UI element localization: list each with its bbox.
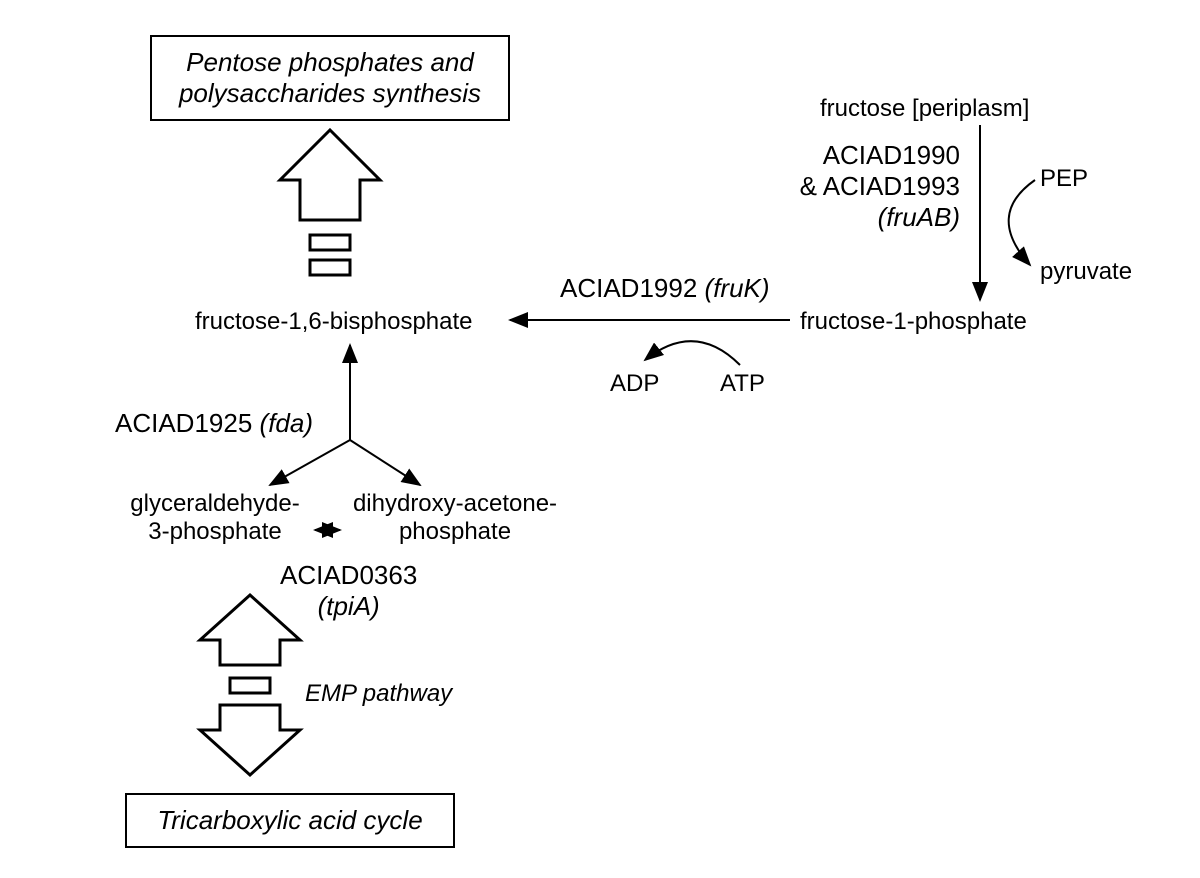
- fructose-1-6-bisphosphate: fructose-1,6-bisphosphate: [195, 308, 473, 336]
- arc-pep-pyruvate: [1009, 180, 1035, 265]
- diagram-arrows: [0, 0, 1200, 878]
- atp-label: ATP: [720, 370, 765, 398]
- block-arrow-emp-down: [200, 705, 300, 775]
- arrow-split-left: [270, 440, 350, 485]
- emp-pathway-label: EMP pathway: [305, 680, 452, 708]
- tca-box: Tricarboxylic acid cycle: [125, 793, 455, 848]
- fruAB-enzyme: ACIAD1990 & ACIAD1993 (fruAB): [770, 140, 960, 233]
- adp-label: ADP: [610, 370, 659, 398]
- fructose-periplasm: fructose [periplasm]: [820, 95, 1029, 123]
- pep-label: PEP: [1040, 165, 1088, 193]
- pentose-line1: Pentose phosphates and: [186, 47, 474, 77]
- block-dash-1: [230, 678, 270, 693]
- block-arrow-up: [280, 130, 380, 275]
- pentose-line2: polysaccharides synthesis: [179, 78, 481, 108]
- pentose-box: Pentose phosphates and polysaccharides s…: [150, 35, 510, 121]
- tca-label: Tricarboxylic acid cycle: [157, 805, 422, 835]
- tpiA-enzyme: ACIAD0363 (tpiA): [280, 560, 417, 622]
- fruK-enzyme: ACIAD1992 (fruK): [560, 273, 770, 304]
- arrow-split-right: [350, 440, 420, 485]
- fructose-1-phosphate: fructose-1-phosphate: [800, 308, 1027, 336]
- arc-atp-adp: [645, 341, 740, 365]
- fda-enzyme: ACIAD1925 (fda): [115, 408, 313, 439]
- glyceraldehyde-3-phosphate: glyceraldehyde- 3-phosphate: [120, 490, 310, 546]
- dihydroxy-acetone-phosphate: dihydroxy-acetone- phosphate: [340, 490, 570, 546]
- pyruvate-label: pyruvate: [1040, 258, 1132, 286]
